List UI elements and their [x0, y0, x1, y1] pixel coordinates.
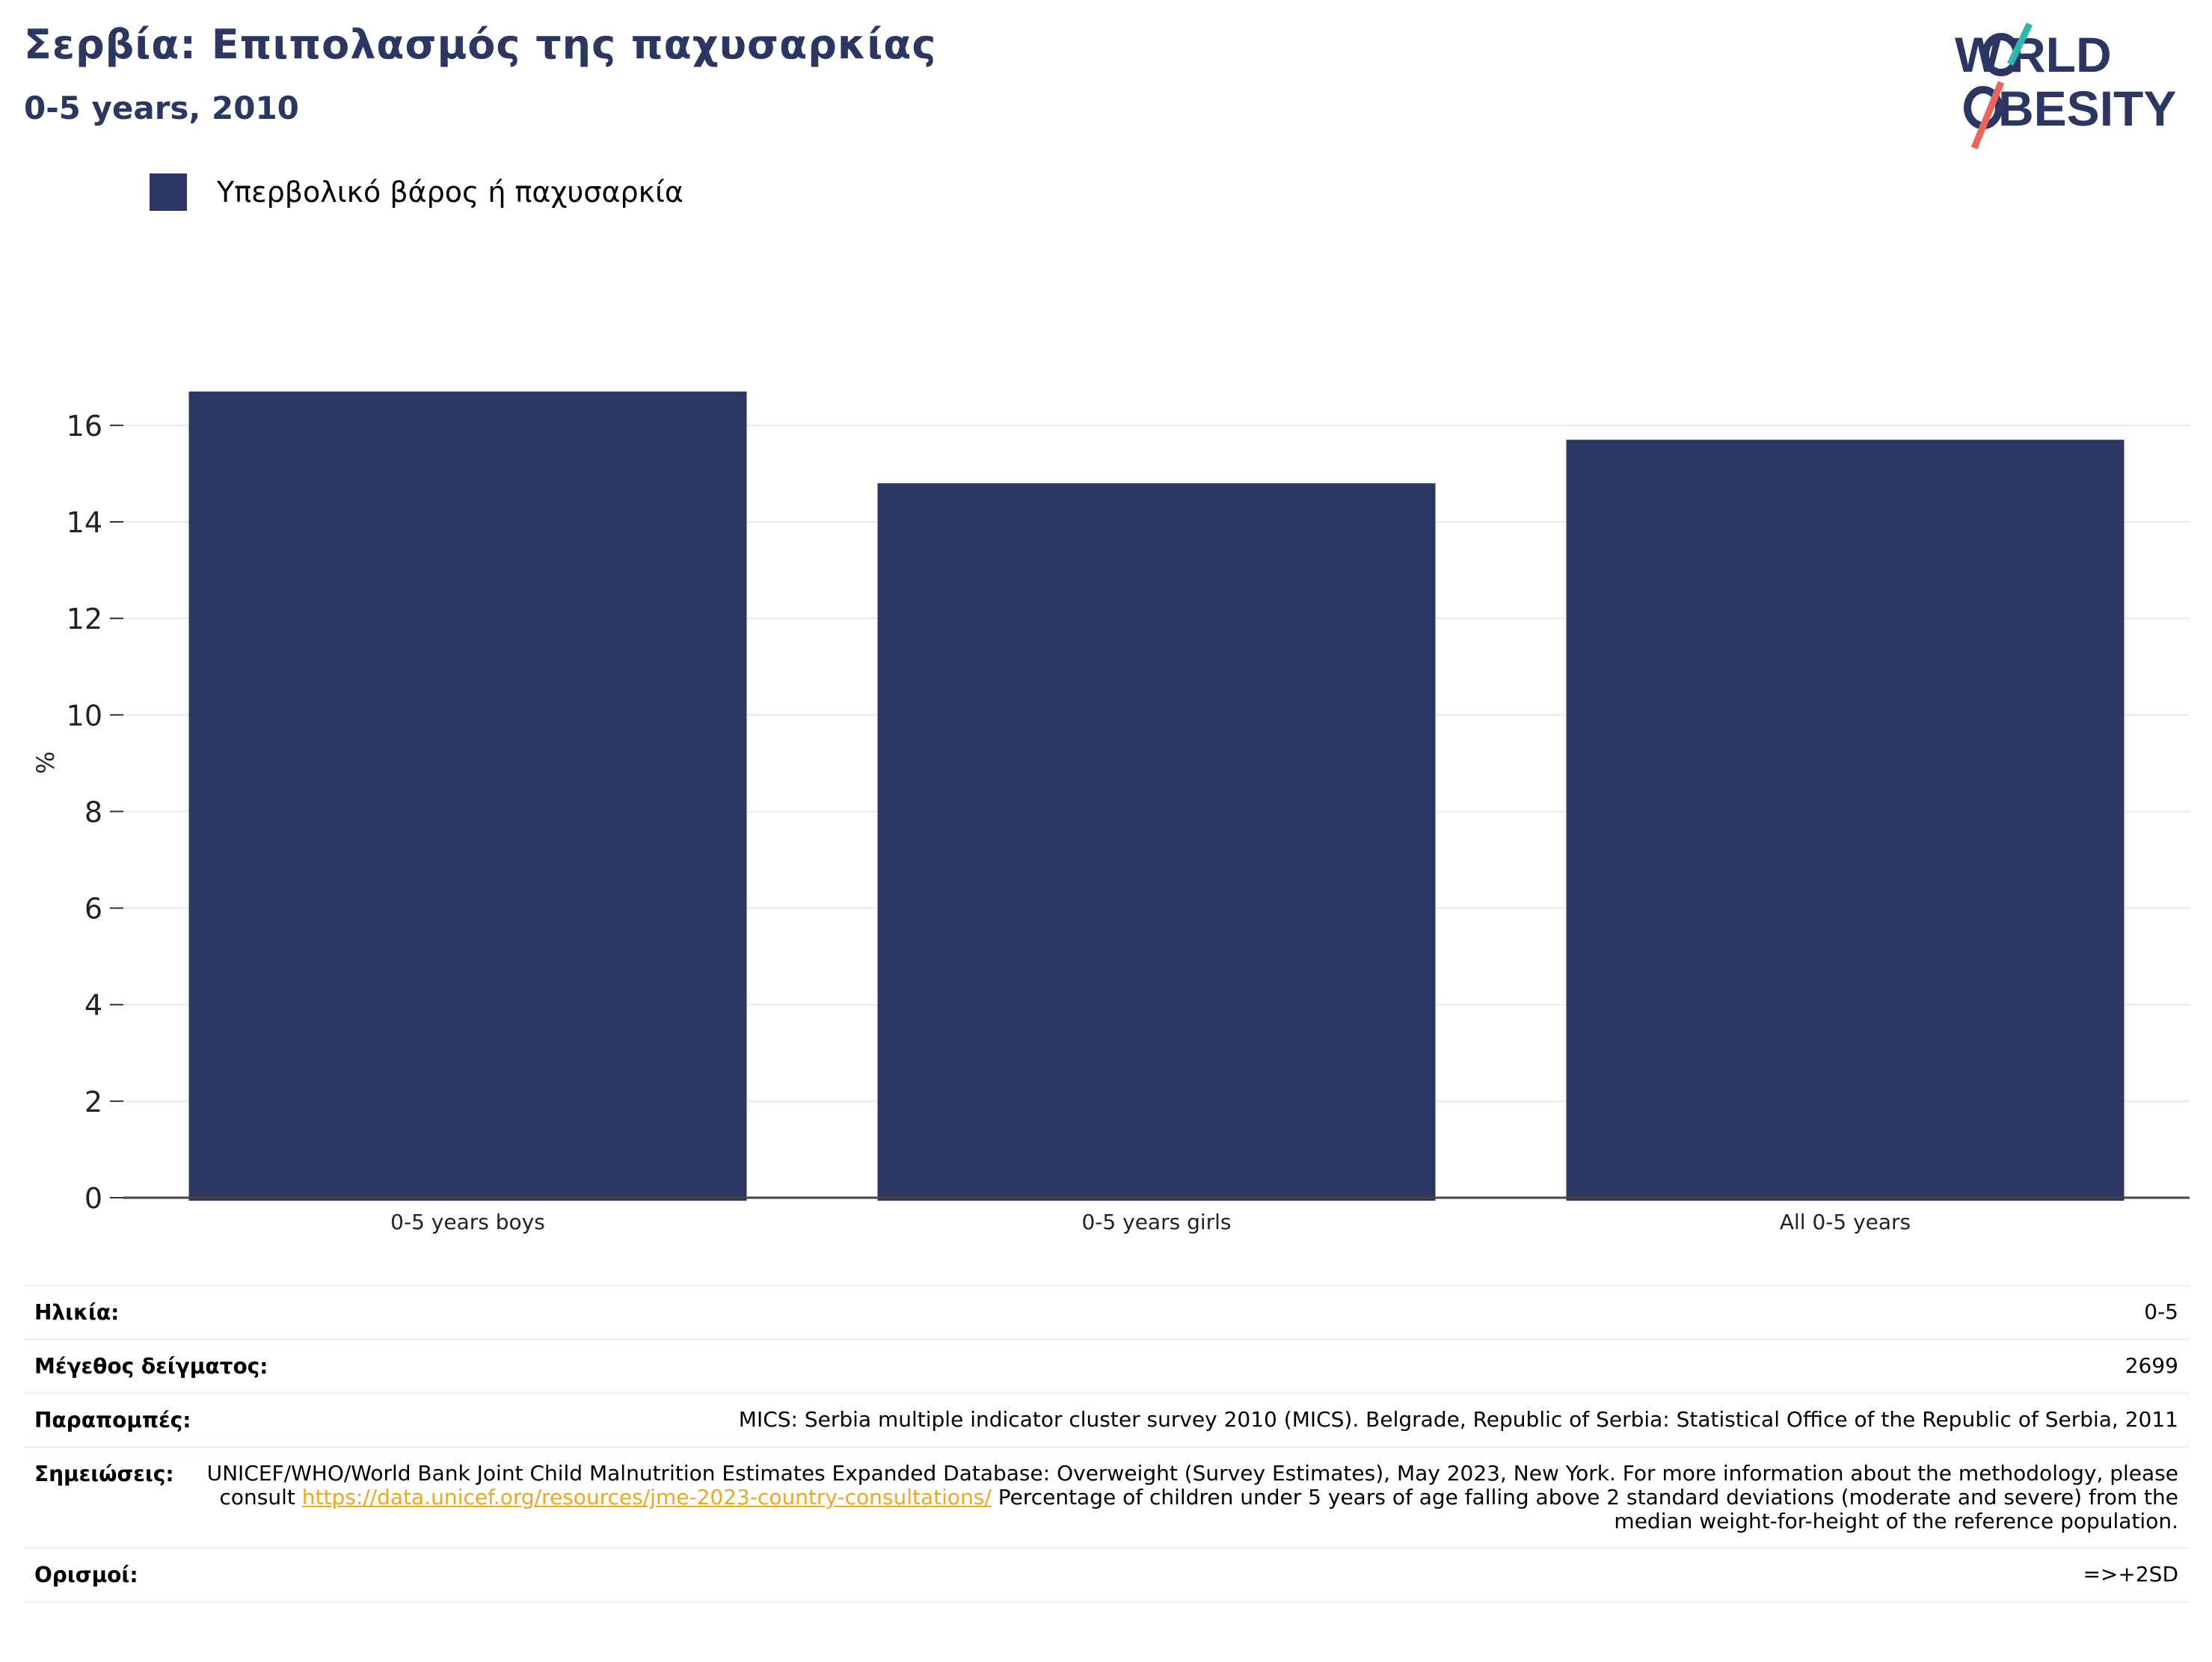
notes-text-after: Percentage of children under 5 years of …	[998, 1485, 2178, 1533]
definitions-value: =>+2SD	[2083, 1562, 2178, 1586]
notes-label: Σημειώσεις:	[34, 1462, 174, 1486]
y-tick-label: 8	[85, 795, 102, 828]
notes-value: UNICEF/WHO/World Bank Joint Child Malnut…	[204, 1462, 2178, 1533]
y-tick-label: 4	[85, 989, 102, 1022]
y-axis-label: %	[31, 751, 60, 774]
info-row-notes: Σημειώσεις: UNICEF/WHO/World Bank Joint …	[24, 1446, 2189, 1547]
world-obesity-logo: W RLD BESITY	[1955, 22, 2176, 150]
methodology-link[interactable]: https://data.unicef.org/resources/jme-20…	[301, 1485, 992, 1509]
sample-size-value: 2699	[2125, 1353, 2178, 1378]
notes-text-before: UNICEF/WHO/World Bank Joint Child Malnut…	[206, 1461, 2178, 1509]
y-tick-label: 14	[67, 506, 102, 539]
age-value: 0-5	[2144, 1299, 2178, 1324]
legend-swatch	[150, 173, 187, 211]
y-tick-label: 2	[85, 1086, 102, 1118]
x-tick-label: 0-5 years girls	[1081, 1210, 1231, 1234]
age-label: Ηλικία:	[34, 1300, 120, 1325]
y-tick-label: 12	[67, 603, 102, 635]
info-row-definitions: Ορισμοί: =>+2SD	[24, 1547, 2189, 1603]
svg-text:BESITY: BESITY	[1998, 81, 2176, 136]
info-row-age: Ηλικία: 0-5	[24, 1284, 2189, 1338]
x-tick-label: 0-5 years boys	[390, 1210, 545, 1234]
legend: Υπερβολικό βάρος ή παχυσαρκία	[150, 173, 683, 211]
y-tick-label: 16	[67, 410, 102, 443]
y-tick-label: 0	[85, 1182, 102, 1215]
y-tick-label: 10	[67, 699, 102, 732]
info-row-references: Παραπομπές: MICS: Serbia multiple indica…	[24, 1392, 2189, 1446]
info-table: Ηλικία: 0-5 Μέγεθος δείγματος: 2699 Παρα…	[24, 1284, 2189, 1603]
bar	[1566, 440, 2125, 1201]
legend-label: Υπερβολικό βάρος ή παχυσαρκία	[217, 176, 683, 209]
bar-chart: 0 2 4 6 8 10 12 14 16% 0-5 years boys 0-5 years gi…	[31, 391, 2190, 1234]
sample-size-label: Μέγεθος δείγματος:	[34, 1354, 268, 1379]
definitions-label: Ορισμοί:	[34, 1563, 138, 1587]
bar	[877, 483, 1436, 1201]
references-value: MICS: Serbia multiple indicator cluster …	[738, 1407, 2178, 1432]
y-tick-label: 6	[85, 893, 102, 926]
bar	[188, 391, 747, 1201]
chart-title: Σερβία: Επιπολασμός της παχυσαρκίας	[24, 21, 937, 68]
info-row-sample: Μέγεθος δείγματος: 2699	[24, 1338, 2189, 1392]
references-label: Παραπομπές:	[34, 1408, 191, 1432]
chart-subtitle: 0-5 years, 2010	[24, 90, 299, 126]
x-tick-label: All 0-5 years	[1780, 1210, 1911, 1234]
